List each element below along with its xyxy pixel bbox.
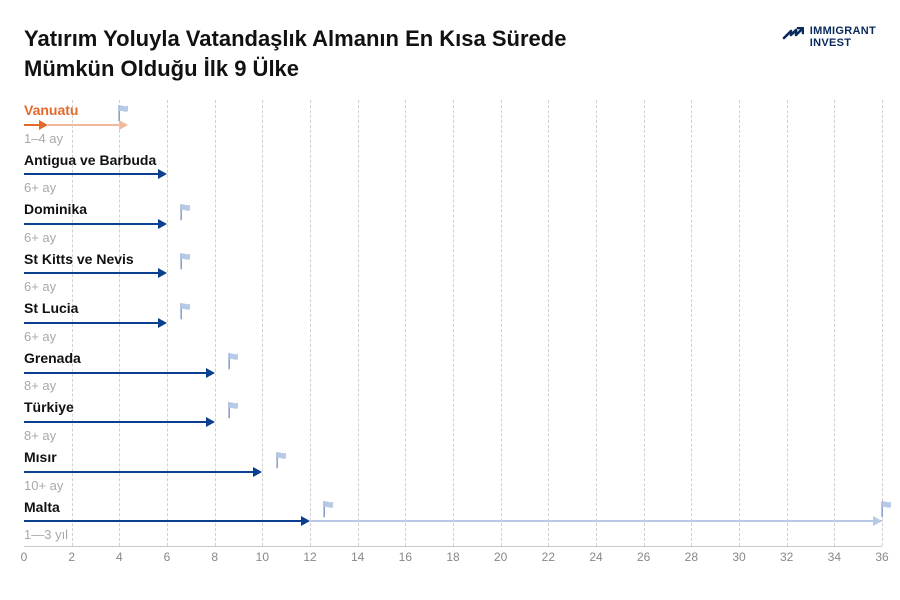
row-flag <box>228 401 240 424</box>
row-flag <box>276 451 288 474</box>
grid-line <box>262 100 263 546</box>
grid-line <box>453 100 454 546</box>
x-tick-label: 30 <box>732 550 745 564</box>
grid-line <box>834 100 835 546</box>
grid-line <box>310 100 311 546</box>
flag-icon <box>228 401 240 419</box>
grid-line <box>358 100 359 546</box>
x-tick-label: 0 <box>21 550 28 564</box>
flag-icon <box>118 104 130 122</box>
row-label: St Kitts ve Nevis <box>24 251 134 267</box>
row-sublabel: 6+ ay <box>24 230 56 245</box>
x-tick-label: 2 <box>68 550 75 564</box>
x-tick-label: 6 <box>164 550 171 564</box>
row-label: Malta <box>24 499 60 515</box>
row-flag <box>180 302 192 325</box>
logo-icon <box>782 27 804 49</box>
row-flag <box>180 203 192 226</box>
flag-icon <box>180 253 192 271</box>
x-tick-label: 14 <box>351 550 364 564</box>
x-tick-label: 32 <box>780 550 793 564</box>
logo-text-2: INVEST <box>810 38 876 50</box>
grid-line <box>215 100 216 546</box>
logo-text-1: IMMIGRANT <box>810 26 876 38</box>
row-sublabel: 1—3 yıl <box>24 527 68 542</box>
x-tick-label: 10 <box>256 550 269 564</box>
row-label: Vanuatu <box>24 102 78 118</box>
row-flag <box>228 352 240 375</box>
grid-line <box>882 100 883 546</box>
grid-line <box>167 100 168 546</box>
row-sublabel: 6+ ay <box>24 180 56 195</box>
row-flag <box>180 253 192 276</box>
x-axis: 024681012141618202224262830323436 <box>24 546 882 564</box>
row-label: Dominika <box>24 201 87 217</box>
flag-icon <box>323 501 335 519</box>
flag-icon <box>180 203 192 221</box>
flag-icon <box>180 302 192 320</box>
row-flag <box>323 501 335 524</box>
row-sublabel: 8+ ay <box>24 428 56 443</box>
x-tick-label: 34 <box>828 550 841 564</box>
row-sublabel: 1‒4 ay <box>24 131 63 146</box>
grid-line <box>787 100 788 546</box>
row-flag <box>118 104 130 127</box>
x-tick-label: 8 <box>211 550 218 564</box>
x-tick-label: 36 <box>875 550 888 564</box>
x-tick-label: 12 <box>303 550 316 564</box>
flag-icon <box>881 501 893 519</box>
grid-line <box>691 100 692 546</box>
row-sublabel: 10+ ay <box>24 478 63 493</box>
x-tick-label: 20 <box>494 550 507 564</box>
grid-line <box>548 100 549 546</box>
x-tick-label: 22 <box>542 550 555 564</box>
brand-logo: IMMIGRANT INVEST <box>782 26 876 49</box>
flag-icon <box>276 451 288 469</box>
grid-line <box>739 100 740 546</box>
grid-line <box>501 100 502 546</box>
row-label: Grenada <box>24 350 81 366</box>
row-sublabel: 6+ ay <box>24 279 56 294</box>
x-tick-label: 18 <box>446 550 459 564</box>
row-label: Türkiye <box>24 399 74 415</box>
row-label: St Lucia <box>24 300 78 316</box>
grid-line <box>405 100 406 546</box>
chart-plot-area: Vanuatu 1‒4 ay Antigua ve Barbuda 6+ ay Dom… <box>24 100 882 564</box>
grid-line <box>644 100 645 546</box>
chart-title: Yatırım Yoluyla Vatandaşlık Almanın En K… <box>24 24 584 83</box>
row-sublabel: 6+ ay <box>24 329 56 344</box>
row-label: Mısır <box>24 449 57 465</box>
flag-icon <box>228 352 240 370</box>
row-label: Antigua ve Barbuda <box>24 152 156 168</box>
x-tick-label: 26 <box>637 550 650 564</box>
x-tick-label: 16 <box>399 550 412 564</box>
x-tick-label: 28 <box>685 550 698 564</box>
row-sublabel: 8+ ay <box>24 378 56 393</box>
x-tick-label: 4 <box>116 550 123 564</box>
x-tick-label: 24 <box>589 550 602 564</box>
row-flag <box>881 501 893 524</box>
grid-line <box>596 100 597 546</box>
